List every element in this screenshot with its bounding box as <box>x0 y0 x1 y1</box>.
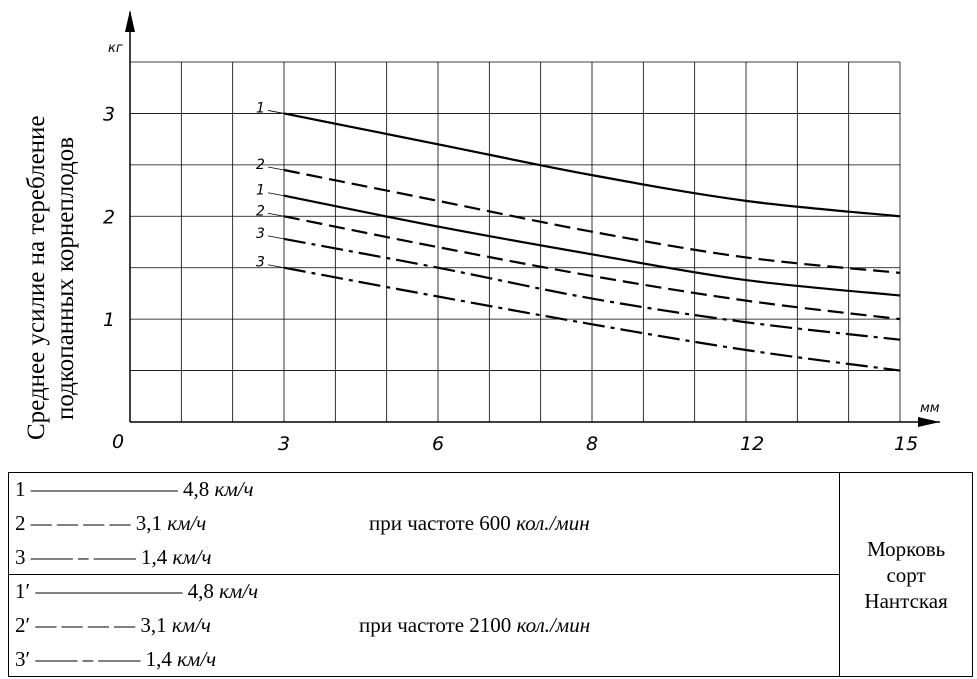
legend-item-1-prime: 1′ ——————— 4,8 км/ч <box>15 579 258 603</box>
series-label: 2 <box>256 203 265 219</box>
crop-name: Морковь <box>866 536 946 561</box>
legend-num: 1 <box>15 477 26 501</box>
axes <box>125 10 940 427</box>
series-line-5 <box>283 237 901 341</box>
y-tick-label: 1 <box>103 309 115 331</box>
series-line-6 <box>283 266 901 372</box>
x-tick-label: 6 <box>432 433 444 455</box>
legend-num: 2′ <box>15 613 31 637</box>
legend-group-600: 1 ——————— 4,8 км/ч 2 — — — — 3,1 км/ч 3 … <box>7 472 841 575</box>
series-label-leader <box>267 264 285 269</box>
crop-cell: Морковь сорт Нантская <box>839 472 973 677</box>
legend-sample: — — — — <box>25 511 136 535</box>
series-label: 3 <box>256 226 265 242</box>
x-unit-label: мм <box>920 401 940 416</box>
series-label-leader <box>267 192 285 197</box>
y-axis-label-line1: Среднее усилие на теребление <box>23 115 50 440</box>
crop-sort-label: сорт <box>886 562 926 587</box>
legend-value: 1,4 <box>145 647 178 671</box>
legend-num: 3 <box>15 545 26 569</box>
series-label-leader <box>267 212 285 217</box>
legend-item-3: 3 —— – —— 1,4 км/ч <box>15 545 212 569</box>
legend-sample: — — — — <box>30 613 141 637</box>
series-lines <box>283 112 901 372</box>
legend-value: 4,8 <box>187 579 220 603</box>
legend-frequency-note: при частоте 2100 кол./мин <box>359 613 590 637</box>
legend-num: 2 <box>15 511 26 535</box>
legend-unit: км/ч <box>172 545 212 569</box>
series-label: 2 <box>256 157 265 173</box>
legend-value: 4,8 <box>183 477 215 501</box>
series-label-leader <box>267 235 285 240</box>
series-labels: 1 2 1 2 3 3 <box>256 100 285 271</box>
legend-sample: ——————— <box>30 579 188 603</box>
legend-unit: км/ч <box>214 477 254 501</box>
legend-unit: км/ч <box>167 511 207 535</box>
y-axis-arrow <box>125 10 135 32</box>
legend-frequency-note: при частоте 600 кол./мин <box>369 511 590 535</box>
series-label-leader <box>267 166 285 171</box>
series-line-2 <box>283 168 901 274</box>
y-axis-label-line2: подкопанных корнеплодов <box>52 137 79 420</box>
series-label-leader <box>267 110 285 114</box>
x-tick-label: 12 <box>740 433 764 455</box>
legend-group-2100: 1′ ——————— 4,8 км/ч 2′ — — — — 3,1 км/ч … <box>7 574 841 677</box>
series-line-1 <box>283 112 901 218</box>
legend-sample: —— – —— <box>25 545 141 569</box>
legend-sample: ——————— <box>25 477 183 501</box>
legend-sample: —— – —— <box>30 647 146 671</box>
x-tick-label: 3 <box>278 433 290 455</box>
y-tick-label: 3 <box>103 103 115 125</box>
y-unit-label: кг <box>108 41 123 56</box>
frequency-text: при частоте 2100 <box>359 613 517 637</box>
legend-item-1: 1 ——————— 4,8 км/ч <box>15 477 254 501</box>
legend-num: 1′ <box>15 579 31 603</box>
grid <box>130 61 901 422</box>
legend-item-2: 2 — — — — 3,1 км/ч <box>15 511 206 535</box>
frequency-unit: кол./мин <box>516 511 590 535</box>
series-label: 1 <box>256 100 265 116</box>
frequency-unit: кол./мин <box>516 613 591 637</box>
series-label: 1 <box>256 183 265 199</box>
x-axis-arrow <box>918 417 940 427</box>
crop-variety: Нантская <box>864 588 948 613</box>
frequency-text: при частоте 600 <box>369 511 517 535</box>
legend-unit: км/ч <box>177 647 217 671</box>
x-tick-label: 8 <box>586 433 598 455</box>
series-label: 3 <box>256 255 265 271</box>
legend-value: 3,1 <box>140 613 172 637</box>
series-line-4 <box>283 215 901 321</box>
legend-num: 3′ <box>15 647 31 671</box>
origin-label: 0 <box>112 431 124 453</box>
legend-value: 3,1 <box>135 511 168 535</box>
legend-item-2-prime: 2′ — — — — 3,1 км/ч <box>15 613 211 637</box>
legend-unit: км/ч <box>171 613 211 637</box>
legend-value: 1,4 <box>141 545 173 569</box>
series-line-3 <box>283 194 901 297</box>
legend-item-3-prime: 3′ —— – —— 1,4 км/ч <box>15 647 216 671</box>
legend-table: 1 ——————— 4,8 км/ч 2 — — — — 3,1 км/ч 3 … <box>7 472 973 677</box>
legend-unit: км/ч <box>219 579 259 603</box>
y-tick-label: 2 <box>103 206 115 228</box>
x-tick-label: 15 <box>894 433 918 455</box>
